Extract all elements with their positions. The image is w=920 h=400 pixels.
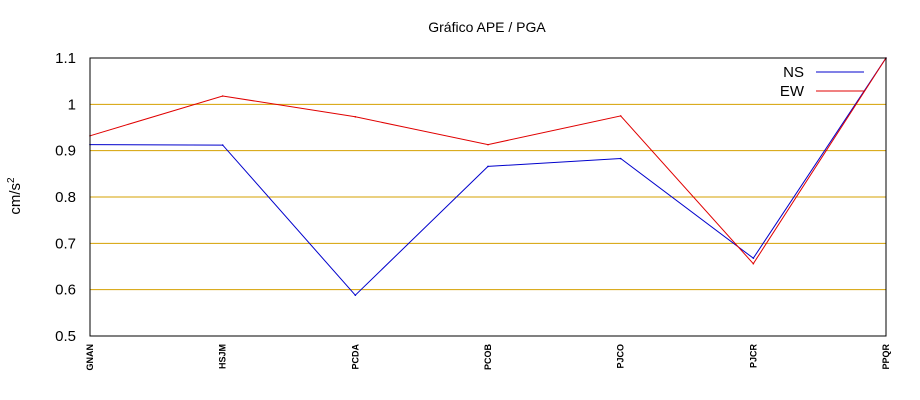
y-tick-label: 0.7 (55, 235, 76, 252)
data-point-ns (752, 257, 755, 259)
data-point-ew (221, 95, 224, 97)
y-tick-label: 1 (68, 96, 76, 113)
legend: NS EW (780, 64, 864, 100)
series-line-ns (89, 57, 887, 296)
chart-title: Gráfico APE / PGA (428, 19, 546, 35)
y-tick-label: 0.9 (55, 143, 76, 160)
data-point-ew (752, 262, 755, 265)
x-tick-label: PCOB (483, 344, 493, 371)
data-point-ns (619, 157, 622, 160)
plot-frame (89, 57, 887, 337)
y-axis-label-unit: cm/s (7, 183, 24, 215)
x-tick-label: GNAN (85, 344, 95, 371)
x-tick-label: PJCR (748, 344, 758, 369)
data-point-ns (487, 165, 489, 168)
data-point-ew (619, 115, 622, 117)
data-point-ns (221, 144, 224, 146)
grid-lines (90, 103, 886, 291)
x-axis-ticks: GNAN HSJM PCDA PCOB PJCO PJCR PPQR (85, 344, 891, 371)
series-line-ew (89, 57, 887, 265)
y-tick-label: 0.6 (55, 282, 76, 299)
y-tick-label: 0.8 (55, 189, 76, 206)
y-axis-ticks: 0.5 0.6 0.7 0.8 0.9 1 1.1 (55, 50, 76, 345)
legend-label-ew: EW (780, 83, 805, 100)
x-tick-label: PPQR (881, 344, 891, 370)
legend-label-ns: NS (783, 64, 804, 81)
data-point-ew (354, 116, 357, 118)
y-axis-label-exponent: 2 (6, 177, 17, 183)
data-point-ns (354, 294, 357, 297)
x-tick-label: PJCO (616, 344, 626, 369)
y-axis-label: cm/s2 (6, 177, 24, 215)
x-tick-label: PCDA (350, 344, 360, 370)
y-tick-label: 0.5 (55, 328, 76, 345)
x-tick-label: HSJM (218, 344, 228, 369)
series-lines (89, 57, 887, 297)
data-point-ew (487, 143, 489, 146)
y-tick-label: 1.1 (55, 50, 76, 67)
